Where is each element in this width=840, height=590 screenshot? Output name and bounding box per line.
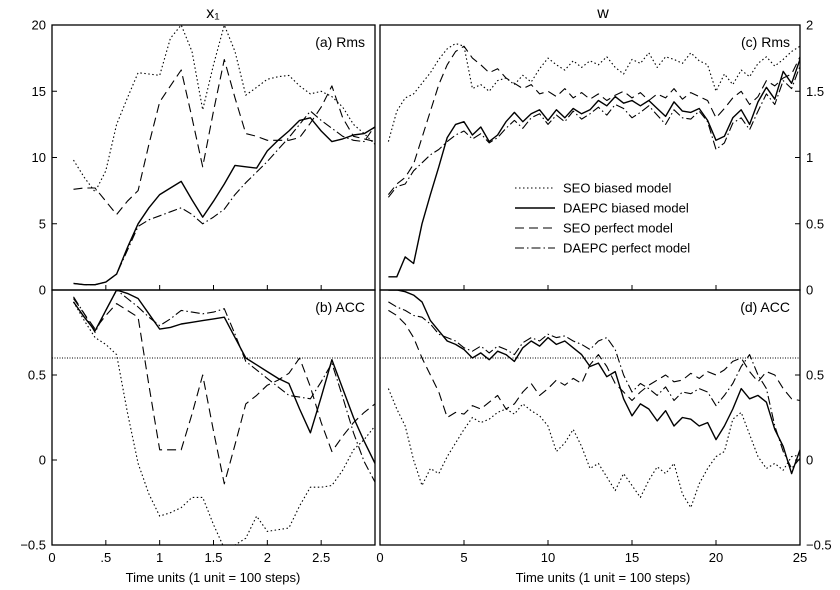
panel-1: 0 5 10 15 20 (a) Rms bbox=[32, 18, 375, 298]
left-column-title: x₁ bbox=[206, 5, 219, 22]
legend-label: SEO biased model bbox=[563, 181, 672, 196]
y-tick-label: 2 bbox=[806, 18, 813, 33]
series-line-dotted bbox=[388, 389, 800, 508]
x-tick-label: 1.5 bbox=[204, 550, 222, 565]
legend: SEO biased model DAEPC biased model SEO pe… bbox=[515, 181, 690, 256]
x-tick-label: .5 bbox=[100, 550, 111, 565]
x-tick-label: 25 bbox=[793, 550, 807, 565]
right-column-title: w bbox=[596, 5, 609, 22]
y-tick-label: 0.5 bbox=[806, 368, 824, 383]
y-tick-label: 5 bbox=[39, 216, 46, 231]
y-tick-label: 20 bbox=[32, 18, 46, 33]
y-tick-label: 1.5 bbox=[806, 84, 824, 99]
x-tick-label: 5 bbox=[460, 550, 467, 565]
series-line-solid bbox=[74, 290, 376, 463]
legend-label: DAEPC perfect model bbox=[563, 241, 690, 256]
y-tick-label: 15 bbox=[32, 84, 46, 99]
series-line-solid bbox=[388, 290, 800, 474]
x-tick-label: 0 bbox=[48, 550, 55, 565]
series-line-dashdot bbox=[74, 111, 376, 285]
series-line-dashdot bbox=[388, 302, 800, 469]
legend-label: DAEPC biased model bbox=[563, 201, 689, 216]
panel-label: (d) ACC bbox=[740, 299, 790, 315]
series-line-dotted bbox=[388, 44, 800, 142]
series-line-dashed bbox=[388, 46, 800, 194]
panel-4: −0.5 0 0.5 0 5 10 15 20 25 (d) ACC bbox=[376, 290, 831, 565]
series-line-solid bbox=[74, 118, 376, 285]
y-tick-label: 10 bbox=[32, 150, 46, 165]
y-tick-label: 0.5 bbox=[28, 368, 46, 383]
x-tick-label: 0 bbox=[376, 550, 383, 565]
series-line-dashed bbox=[388, 310, 800, 417]
panel-label: (b) ACC bbox=[315, 299, 365, 315]
y-tick-label: −0.5 bbox=[20, 538, 46, 553]
right-x-axis-label: Time units (1 unit = 100 steps) bbox=[516, 570, 691, 585]
panel-label: (a) Rms bbox=[315, 34, 365, 50]
y-tick-label: 0 bbox=[39, 283, 46, 298]
x-tick-label: 2.5 bbox=[312, 550, 330, 565]
series-line-dashed bbox=[74, 299, 376, 484]
series-group bbox=[74, 290, 376, 548]
x-tick-label: 2 bbox=[264, 550, 271, 565]
left-x-axis-label: Time units (1 unit = 100 steps) bbox=[126, 570, 301, 585]
panel-label: (c) Rms bbox=[741, 34, 790, 50]
panel-2: −0.500.50.5 1 1.5 2 2.5(b) ACC bbox=[20, 290, 375, 565]
series-group bbox=[388, 290, 800, 508]
x-tick-label: 1 bbox=[156, 550, 163, 565]
series-line-dashed bbox=[74, 60, 376, 215]
y-tick-label: 0 bbox=[806, 283, 813, 298]
series-line-dotted bbox=[74, 302, 376, 549]
series-group bbox=[74, 25, 376, 285]
plot-frame bbox=[380, 290, 800, 545]
series-line-dotted bbox=[74, 25, 376, 192]
legend-label: SEO perfect model bbox=[563, 221, 673, 236]
x-tick-label: 20 bbox=[709, 550, 723, 565]
y-tick-label: 0 bbox=[39, 453, 46, 468]
y-tick-label: 1 bbox=[806, 150, 813, 165]
y-tick-label: −0.5 bbox=[806, 538, 832, 553]
x-tick-label: 10 bbox=[541, 550, 555, 565]
y-tick-label: 0 bbox=[806, 453, 813, 468]
y-tick-label: 0.5 bbox=[806, 216, 824, 231]
plot-frame bbox=[52, 290, 375, 545]
x-tick-label: 15 bbox=[625, 550, 639, 565]
panel-3: 0 0.5 1 1.5 2 (c) Rms bbox=[380, 18, 824, 298]
series-line-dashdot bbox=[74, 290, 376, 482]
